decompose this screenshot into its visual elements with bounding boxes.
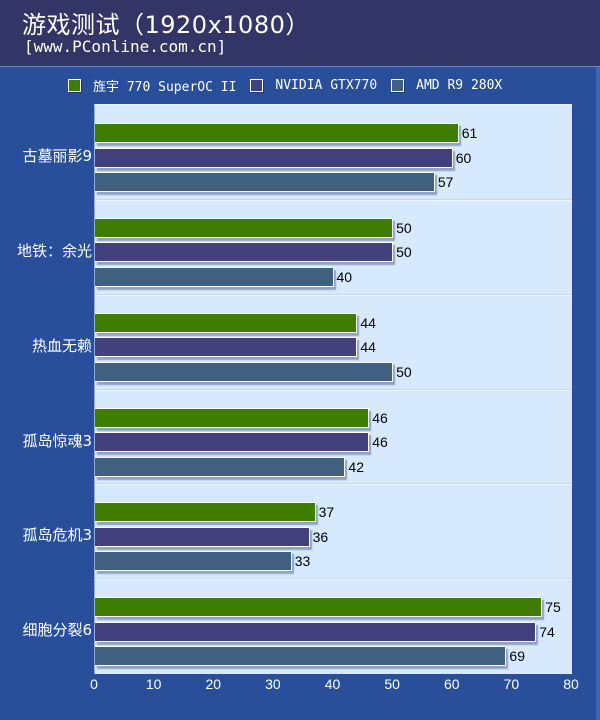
bar xyxy=(95,312,358,333)
bar xyxy=(95,551,292,572)
category-label: 孤岛危机3 xyxy=(22,526,92,545)
category-label: 细胞分裂6 xyxy=(22,621,92,640)
legend-label: AMD R9 280X xyxy=(416,77,503,93)
legend-item: NVIDIA GTX770 xyxy=(250,78,377,93)
bar-value-label: 60 xyxy=(455,149,472,166)
x-tick-label: 0 xyxy=(90,676,98,692)
x-tick-label: 30 xyxy=(265,676,281,692)
bar-value-label: 44 xyxy=(360,314,376,331)
chart-subtitle: [www.PConline.com.cn] xyxy=(24,37,227,56)
group-separator xyxy=(95,388,572,391)
bar-value-label: 50 xyxy=(396,219,412,236)
bar xyxy=(95,407,370,428)
bar-value-label: 36 xyxy=(312,528,329,545)
x-tick-label: 60 xyxy=(443,676,460,692)
legend-label: NVIDIA GTX770 xyxy=(275,77,378,93)
category-label: 古墓丽影9 xyxy=(22,147,92,165)
frame-edge xyxy=(596,67,600,720)
bar xyxy=(95,646,507,667)
group-separator xyxy=(95,483,572,486)
bar-value-label: 74 xyxy=(539,623,555,640)
bar-value-label: 40 xyxy=(336,268,353,285)
legend-item: AMD R9 280X xyxy=(391,78,502,93)
bar xyxy=(95,123,459,143)
category-label: 孤岛惊魂3 xyxy=(22,431,92,450)
x-tick-label: 70 xyxy=(503,676,520,692)
x-tick-label: 50 xyxy=(384,676,400,692)
chart-header: 游戏测试（1920x1080） [www.PConline.com.cn] xyxy=(0,0,600,67)
bar-value-label: 69 xyxy=(509,648,525,665)
bar xyxy=(95,242,394,263)
bar-value-label: 44 xyxy=(360,339,376,356)
legend: 旌宇 770 SuperOC II NVIDIA GTX770 AMD R9 280… xyxy=(68,75,516,95)
bar xyxy=(95,597,543,618)
bar xyxy=(95,172,435,192)
bar-value-label: 46 xyxy=(372,434,388,450)
bar-value-label: 46 xyxy=(372,409,388,426)
group-separator xyxy=(95,198,572,201)
bar xyxy=(95,502,316,523)
bar-value-label: 50 xyxy=(396,363,412,380)
bar xyxy=(95,147,453,168)
legend-swatch xyxy=(250,78,264,92)
legend-swatch xyxy=(391,78,405,92)
x-tick-label: 40 xyxy=(324,676,341,692)
category-label: 热血无赖 xyxy=(31,336,92,355)
bar xyxy=(95,337,358,358)
group-separator xyxy=(95,293,572,296)
bar-value-label: 37 xyxy=(318,504,335,521)
category-label: 地铁：余光 xyxy=(16,241,92,260)
group-separator xyxy=(95,578,572,581)
bar-value-label: 33 xyxy=(294,553,311,570)
chart-title: 游戏测试（1920x1080） xyxy=(22,11,310,39)
bar xyxy=(95,217,394,238)
bar-value-label: 57 xyxy=(437,174,454,190)
legend-label: 旌宇 770 SuperOC II xyxy=(93,79,237,95)
x-tick-label: 20 xyxy=(205,676,222,692)
bar xyxy=(95,621,537,642)
bar xyxy=(95,526,310,547)
bar-value-label: 42 xyxy=(348,458,364,475)
bar-value-label: 61 xyxy=(461,125,478,141)
bar-value-label: 50 xyxy=(396,244,412,261)
bar xyxy=(95,432,370,452)
x-tick-label: 10 xyxy=(145,676,162,692)
legend-swatch xyxy=(68,78,81,92)
bar xyxy=(95,456,346,477)
bar xyxy=(95,266,334,287)
x-tick-label: 80 xyxy=(563,676,579,692)
legend-item: 旌宇 770 SuperOC II xyxy=(68,76,236,95)
bar-value-label: 75 xyxy=(545,599,561,616)
bar xyxy=(95,361,394,382)
plot-area: 61 60 57 50 50 40 44 44 50 46 46 42 37 36 33 75 74 69 xyxy=(94,104,572,674)
